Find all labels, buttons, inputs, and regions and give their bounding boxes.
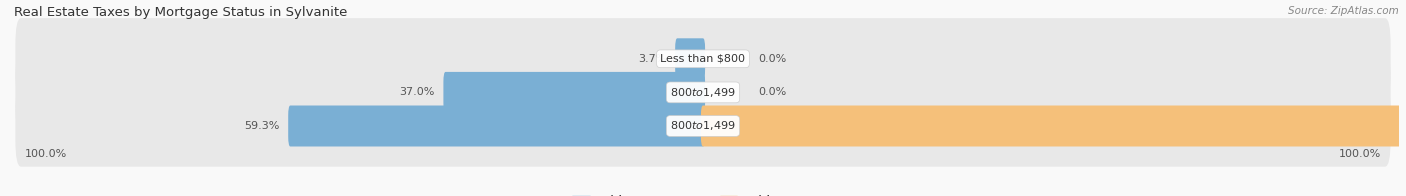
FancyBboxPatch shape	[702, 105, 1400, 146]
Legend: Without Mortgage, With Mortgage: Without Mortgage, With Mortgage	[572, 195, 834, 196]
FancyBboxPatch shape	[288, 105, 704, 146]
Text: $800 to $1,499: $800 to $1,499	[671, 120, 735, 132]
Text: $800 to $1,499: $800 to $1,499	[671, 86, 735, 99]
Text: Source: ZipAtlas.com: Source: ZipAtlas.com	[1288, 6, 1399, 16]
Text: 37.0%: 37.0%	[399, 87, 434, 97]
Text: Less than $800: Less than $800	[661, 54, 745, 64]
FancyBboxPatch shape	[15, 85, 1391, 167]
Text: 100.0%: 100.0%	[1340, 149, 1382, 159]
Text: 3.7%: 3.7%	[638, 54, 666, 64]
FancyBboxPatch shape	[15, 52, 1391, 133]
FancyBboxPatch shape	[443, 72, 704, 113]
Text: 59.3%: 59.3%	[245, 121, 280, 131]
Text: 100.0%: 100.0%	[24, 149, 66, 159]
Text: 0.0%: 0.0%	[759, 54, 787, 64]
FancyBboxPatch shape	[675, 38, 704, 79]
FancyBboxPatch shape	[15, 18, 1391, 99]
Text: Real Estate Taxes by Mortgage Status in Sylvanite: Real Estate Taxes by Mortgage Status in …	[14, 6, 347, 19]
Text: 0.0%: 0.0%	[759, 87, 787, 97]
